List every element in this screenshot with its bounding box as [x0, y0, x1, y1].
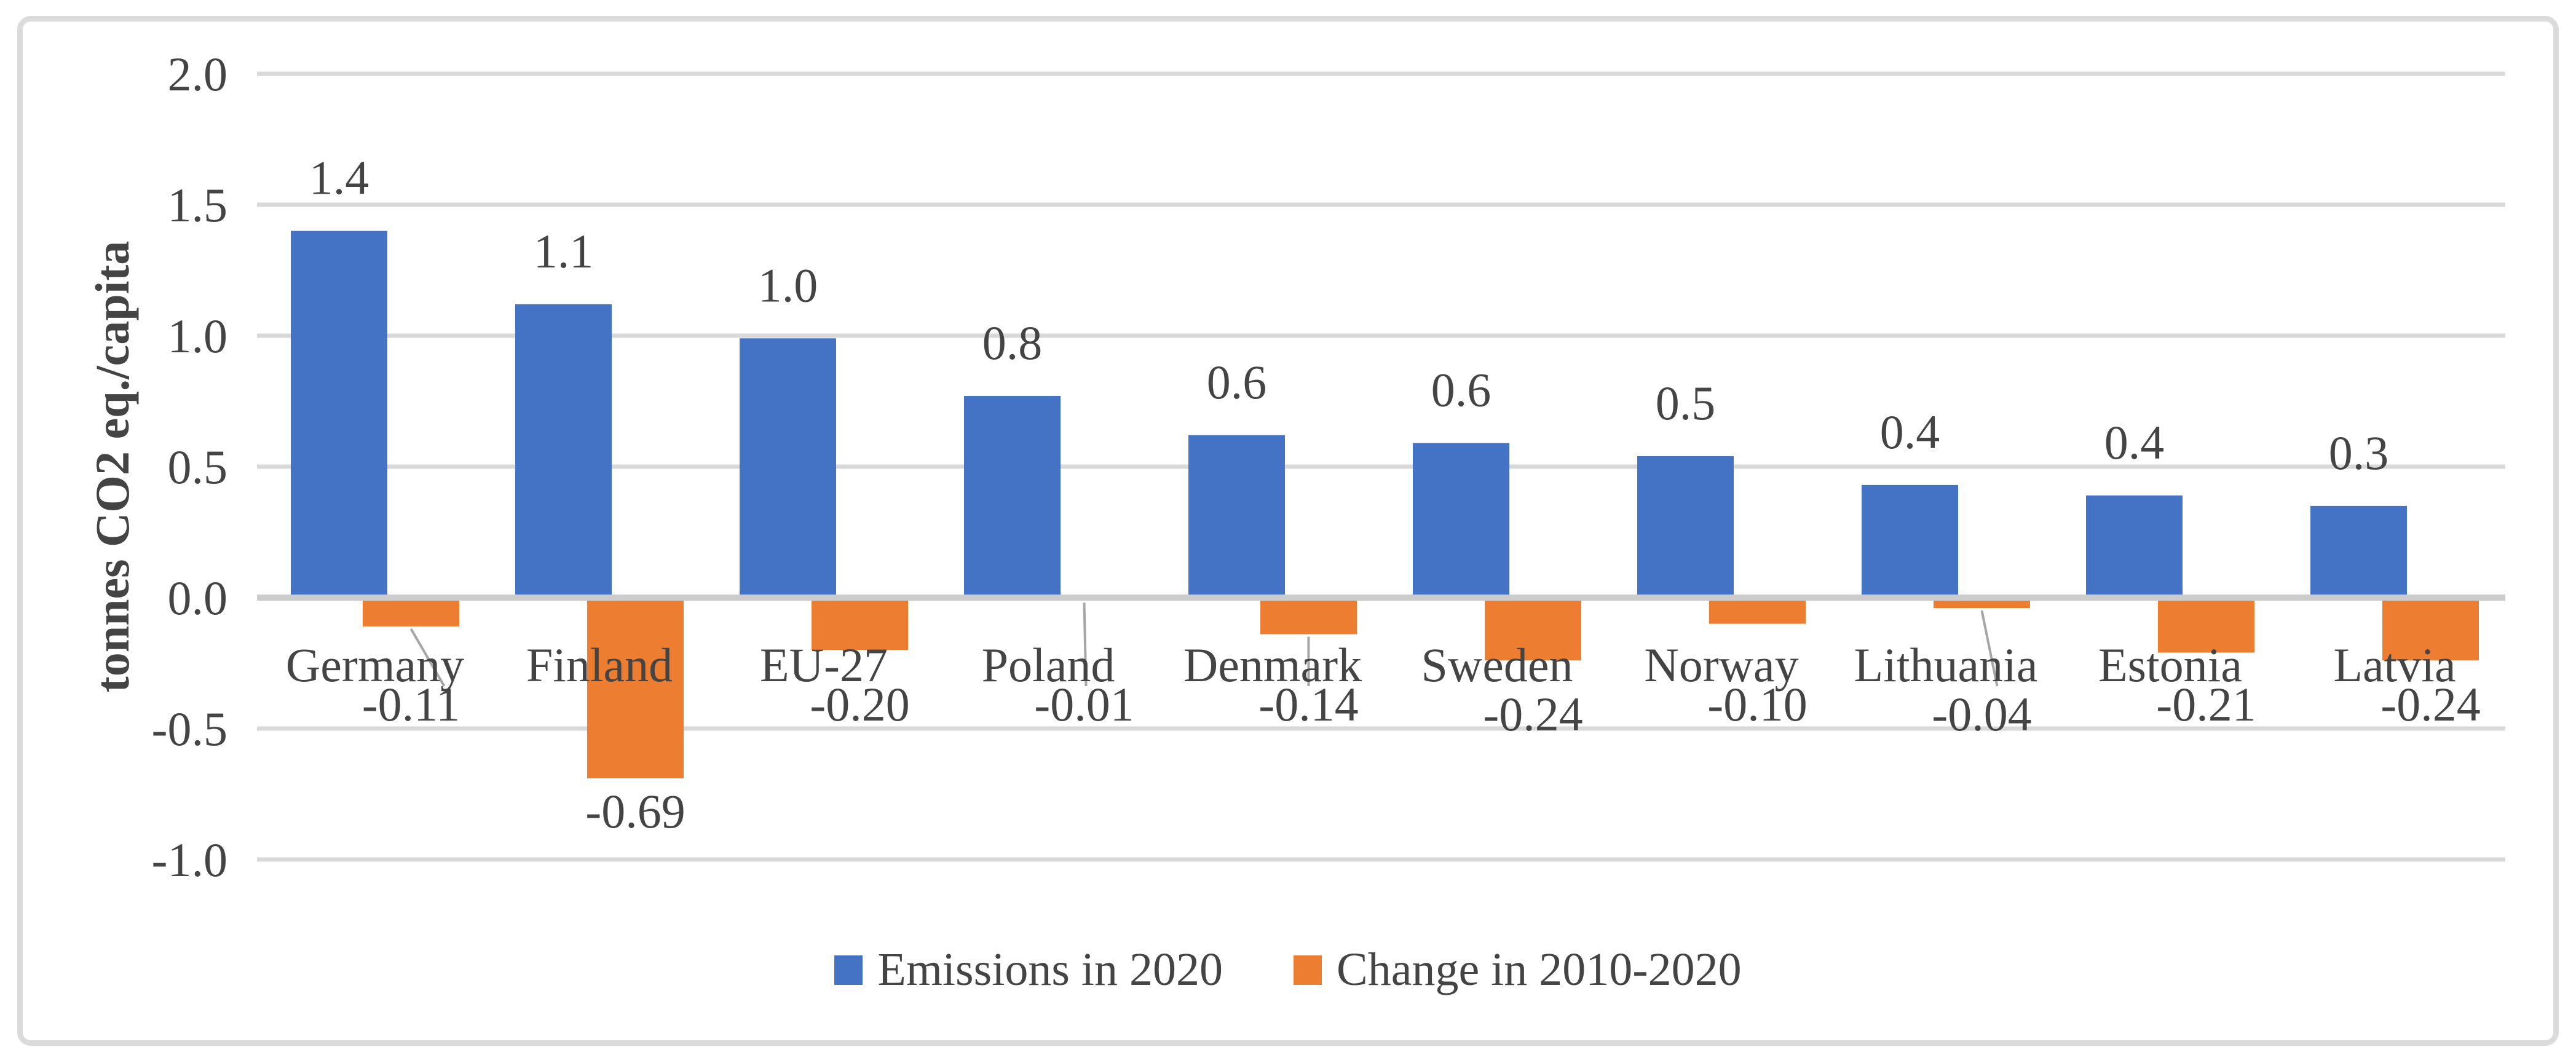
- bar-change-norway: [1709, 601, 1806, 624]
- y-axis-title: tonnes CO2 eq./capita: [85, 240, 139, 693]
- bar-change-denmark: [1260, 601, 1357, 634]
- value-label-emissions: 0.8: [982, 316, 1043, 369]
- value-label-emissions: 0.6: [1207, 355, 1267, 409]
- y-tick-label: 1.5: [168, 178, 228, 232]
- bar-change-eu-27: [812, 601, 908, 650]
- category-label: Norway: [1644, 638, 1798, 692]
- value-label-change: -0.04: [1932, 687, 2031, 741]
- value-label-change: -0.24: [1483, 687, 1582, 741]
- legend-item-change: Change in 2010-2020: [1294, 943, 1742, 997]
- value-label-emissions: 0.4: [2104, 416, 2165, 469]
- y-tick-label: -0.5: [152, 702, 227, 756]
- value-label-emissions: 0.4: [1880, 405, 1940, 459]
- y-tick-label: -1.0: [152, 833, 227, 887]
- category-label: Lithuania: [1854, 638, 2038, 692]
- bar-change-sweden: [1485, 601, 1581, 661]
- bar-emissions-estonia: [2086, 495, 2183, 595]
- value-label-change: -0.14: [1258, 678, 1358, 731]
- y-tick-label: 1.0: [168, 309, 228, 363]
- value-label-emissions: 0.6: [1431, 363, 1491, 417]
- category-label: Poland: [982, 638, 1115, 692]
- bar-emissions-poland: [964, 395, 1061, 595]
- bar-emissions-germany: [291, 231, 387, 595]
- bar-change-latvia: [2382, 601, 2479, 661]
- value-label-change: -0.11: [362, 678, 460, 731]
- legend-item-emissions: Emissions in 2020: [834, 943, 1223, 997]
- legend-swatch-change-icon: [1294, 955, 1322, 985]
- leader-line-poland: [1083, 603, 1088, 687]
- bar-emissions-sweden: [1413, 443, 1509, 595]
- value-label-emissions: 1.4: [309, 151, 369, 205]
- bar-emissions-denmark: [1188, 435, 1285, 595]
- value-label-emissions: 1.0: [758, 258, 818, 312]
- value-label-change: -0.01: [1034, 678, 1134, 731]
- bar-change-finland: [587, 601, 684, 778]
- legend-swatch-emissions-icon: [834, 955, 863, 985]
- category-label: Estonia: [2098, 638, 2242, 692]
- value-label-change: -0.24: [2380, 678, 2480, 731]
- y-tick-label: 0.0: [168, 571, 228, 625]
- y-tick-label: 2.0: [168, 47, 228, 101]
- bar-emissions-finland: [515, 304, 612, 595]
- category-label: Finland: [526, 638, 673, 692]
- value-label-change: -0.21: [2156, 678, 2256, 731]
- legend: Emissions in 2020 Change in 2010-2020: [0, 943, 2576, 997]
- bar-change-germany: [363, 601, 459, 626]
- bar-change-estonia: [2158, 601, 2254, 653]
- value-label-change: -0.10: [1707, 678, 1807, 731]
- bar-emissions-eu-27: [740, 338, 836, 595]
- category-label: EU-27: [760, 638, 888, 692]
- value-label-change: -0.20: [810, 678, 909, 731]
- value-label-emissions: 1.1: [534, 224, 594, 278]
- bar-emissions-norway: [1637, 456, 1734, 595]
- leader-line-lithuania: [1980, 610, 1999, 687]
- value-label-emissions: 0.5: [1656, 376, 1716, 430]
- y-tick-label: 0.5: [168, 440, 228, 494]
- bar-emissions-latvia: [2310, 505, 2407, 595]
- legend-label-change: Change in 2010-2020: [1337, 944, 1742, 995]
- bar-emissions-lithuania: [1862, 484, 1958, 595]
- category-label: Germany: [286, 638, 464, 692]
- category-label: Latvia: [2333, 638, 2455, 692]
- legend-label-emissions: Emissions in 2020: [877, 944, 1223, 995]
- category-label: Denmark: [1183, 638, 1362, 692]
- leader-line-germany: [409, 628, 446, 687]
- bar-change-lithuania: [1934, 601, 2030, 609]
- category-label: Sweden: [1421, 638, 1573, 692]
- value-label-change: -0.69: [585, 784, 685, 838]
- value-label-emissions: 0.3: [2329, 426, 2389, 480]
